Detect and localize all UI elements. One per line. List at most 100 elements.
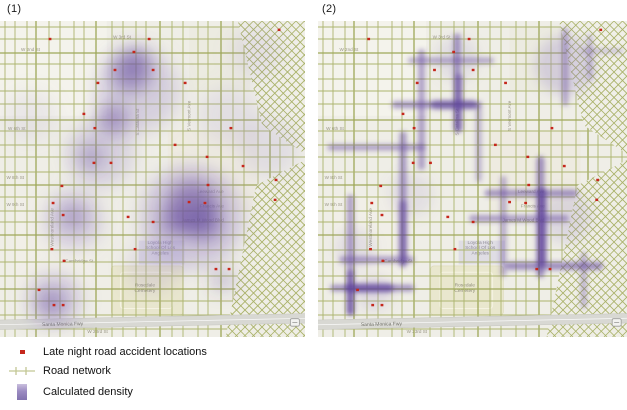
legend-item-density: Calculated density [8, 383, 207, 401]
accident-point [205, 155, 209, 159]
panel-2-label: (2) [322, 3, 337, 15]
accident-point [214, 267, 218, 271]
accident-point [599, 28, 603, 32]
accident-point [50, 247, 54, 251]
accident-point [61, 213, 65, 217]
freeway-band: Santa Monica Fwy [318, 313, 627, 330]
svg-text:W 8th St: W 8th St [6, 175, 24, 180]
accident-point [187, 200, 191, 204]
accident-point [467, 37, 471, 41]
accident-point [51, 201, 55, 205]
legend-item-label: Calculated density [43, 386, 133, 398]
accident-point [126, 215, 130, 219]
accident-point-icon [8, 350, 36, 354]
legend-item-label: Road network [43, 365, 111, 377]
accident-point [415, 81, 419, 85]
accident-point [93, 126, 97, 130]
accident-point [596, 178, 600, 182]
accident-point [151, 68, 155, 72]
accident-point [548, 267, 552, 271]
accident-point [241, 164, 245, 168]
svg-text:W 2nd St: W 2nd St [339, 47, 359, 52]
basemap-logo-icon [611, 318, 622, 327]
accident-point [371, 303, 375, 307]
accident-point [401, 112, 405, 116]
accident-point [132, 50, 136, 54]
accident-point [60, 184, 64, 188]
legend-item-label: Late night road accident locations [43, 346, 207, 358]
accident-point [92, 161, 96, 165]
density-swatch-icon [8, 384, 36, 400]
accident-point [109, 161, 113, 165]
svg-text:Cambridge St: Cambridge St [65, 259, 94, 264]
accident-point [52, 303, 56, 307]
accident-point [452, 50, 456, 54]
map-panel-network-density: Loyola High School Of Los Angeles Rosedale C… [318, 21, 627, 337]
density-segments-layer [327, 27, 624, 316]
accident-point [62, 259, 66, 263]
svg-text:S Vermont Ave: S Vermont Ave [187, 100, 192, 131]
svg-text:W 3rd St: W 3rd St [113, 34, 132, 39]
accident-point [133, 247, 137, 251]
svg-text:Santa Monica Fwy: Santa Monica Fwy [361, 321, 403, 328]
accident-point [82, 112, 86, 116]
svg-text:W 8th St: W 8th St [325, 175, 343, 180]
svg-text:S Westmoreland Ave: S Westmoreland Ave [368, 208, 373, 251]
accident-point [369, 247, 372, 251]
svg-text:W 23rd St: W 23rd St [87, 329, 108, 334]
accident-points-layer [37, 28, 281, 307]
accident-point [61, 303, 65, 307]
accident-point [524, 201, 528, 205]
accident-point [151, 220, 155, 224]
accident-point [277, 28, 281, 32]
svg-text:W 3rd St: W 3rd St [433, 34, 452, 39]
accident-point [379, 184, 383, 188]
accident-point [206, 183, 210, 187]
accident-point [273, 198, 277, 202]
svg-text:W 6th St: W 6th St [326, 126, 344, 131]
accident-point [380, 303, 384, 307]
density-core-layer [37, 46, 234, 317]
svg-text:W 9th St: W 9th St [325, 202, 343, 207]
basemap-logo-icon [289, 318, 300, 327]
svg-text:W 9th St: W 9th St [6, 202, 24, 207]
accident-point [229, 126, 233, 130]
accident-point [113, 68, 117, 72]
accident-point [535, 267, 539, 271]
accident-point [96, 81, 100, 85]
legend-item-accidents: Late night road accident locations [8, 345, 207, 359]
accident-point [453, 247, 457, 251]
legend-item-road-network: Road network [8, 364, 207, 378]
legend: Late night road accident locations Road … [8, 345, 207, 401]
accident-point [183, 81, 187, 85]
accident-point [367, 37, 371, 41]
accident-point [562, 164, 566, 168]
accident-point [381, 259, 385, 263]
svg-text:Francis Ave: Francis Ave [521, 203, 545, 208]
accident-point [380, 213, 384, 217]
accident-point [429, 161, 432, 165]
accident-points-layer [356, 28, 603, 307]
accident-point [37, 288, 41, 292]
road-network-icon [8, 366, 36, 376]
accident-point [508, 200, 511, 204]
accident-point [446, 215, 450, 219]
accident-point [227, 267, 231, 271]
accident-point [173, 143, 177, 147]
accident-point [203, 201, 207, 205]
school-block [458, 240, 505, 265]
accident-point [471, 68, 475, 72]
accident-point [356, 288, 359, 292]
accident-point [274, 178, 278, 182]
accident-point [527, 183, 531, 187]
svg-text:S Vermont Ave: S Vermont Ave [507, 100, 512, 131]
accident-point [411, 161, 415, 165]
accident-point [550, 126, 554, 130]
accident-point [504, 81, 507, 85]
panel-1-label: (1) [7, 3, 22, 15]
